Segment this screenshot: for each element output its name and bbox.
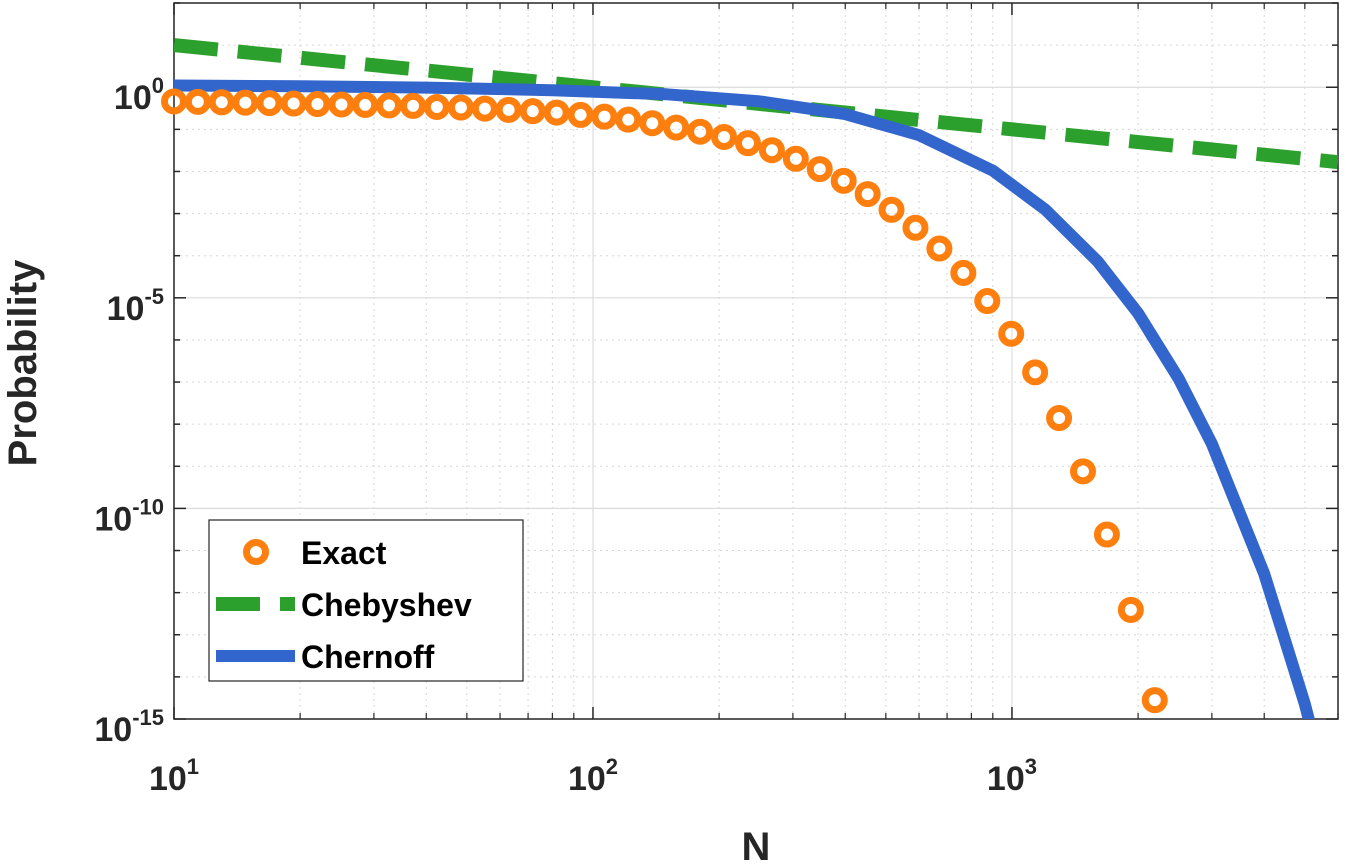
exact-marker (926, 235, 953, 262)
exact-marker (615, 106, 642, 133)
plot-frame (173, 2, 1339, 720)
tick-marks (173, 2, 1339, 720)
legend: Exact Chebyshev Chernoff (208, 519, 524, 682)
exact-marker (806, 156, 833, 183)
exact-marker (687, 118, 714, 145)
exact-marker (591, 103, 618, 130)
exact-marker (208, 89, 235, 116)
exact-marker (161, 88, 187, 115)
y-tick-label: 10-15 (94, 705, 164, 749)
exact-marker (711, 123, 738, 150)
exact-marker (854, 181, 881, 208)
exact-marker (639, 110, 666, 137)
exact-marker (758, 137, 785, 164)
exact-marker (423, 93, 450, 120)
exact-marker (1093, 521, 1120, 548)
exact-marker (471, 95, 498, 122)
legend-label: Chebyshev (301, 587, 472, 623)
exact-marker (1022, 359, 1049, 386)
exact-marker (519, 98, 546, 125)
legend-exact-swatch (243, 539, 269, 565)
y-tick-label: 100 (114, 73, 164, 117)
exact-marker (998, 320, 1025, 347)
exact-marker (280, 90, 307, 117)
y-axis-label: Probability (1, 259, 45, 466)
exact-marker (495, 96, 522, 123)
exact-marker (1117, 596, 1144, 623)
exact-marker (734, 130, 761, 157)
exact-marker (1141, 687, 1168, 714)
exact-marker (543, 99, 570, 126)
exact-marker (830, 167, 857, 194)
exact-marker (567, 101, 594, 128)
exact-marker (256, 90, 283, 117)
exact-marker (304, 90, 331, 117)
exact-marker (950, 259, 977, 286)
exact-marker (1070, 458, 1097, 485)
exact-marker (447, 94, 474, 121)
y-tick-labels: 100 10-5 10-10 10-15 (94, 73, 164, 749)
exact-marker (1046, 405, 1073, 432)
exact-marker (184, 88, 211, 115)
exact-marker (352, 91, 379, 118)
x-axis-label: N (742, 825, 771, 864)
exact-marker (782, 145, 809, 172)
series-group (174, 38, 1338, 719)
y-tick-label: 10-5 (107, 284, 164, 328)
exact-marker (974, 288, 1001, 315)
exact-marker (902, 214, 929, 241)
plot-axes (173, 2, 1339, 720)
exact-marker (328, 91, 355, 118)
exact-marker (400, 92, 427, 119)
exact-marker (232, 89, 259, 116)
x-tick-label: 102 (568, 754, 618, 798)
exact-marker (878, 196, 905, 223)
legend-label: Exact (301, 535, 387, 571)
x-tick-label: 103 (987, 754, 1037, 798)
chernoff-line (174, 79, 1315, 719)
y-tick-label: 10-10 (94, 494, 164, 538)
markers-group (161, 88, 1168, 714)
exact-marker (376, 92, 403, 119)
legend-label: Chernoff (301, 639, 435, 675)
exact-marker (663, 114, 690, 141)
x-tick-label: 101 (149, 754, 199, 798)
x-tick-labels: 101 102 103 (149, 754, 1037, 798)
